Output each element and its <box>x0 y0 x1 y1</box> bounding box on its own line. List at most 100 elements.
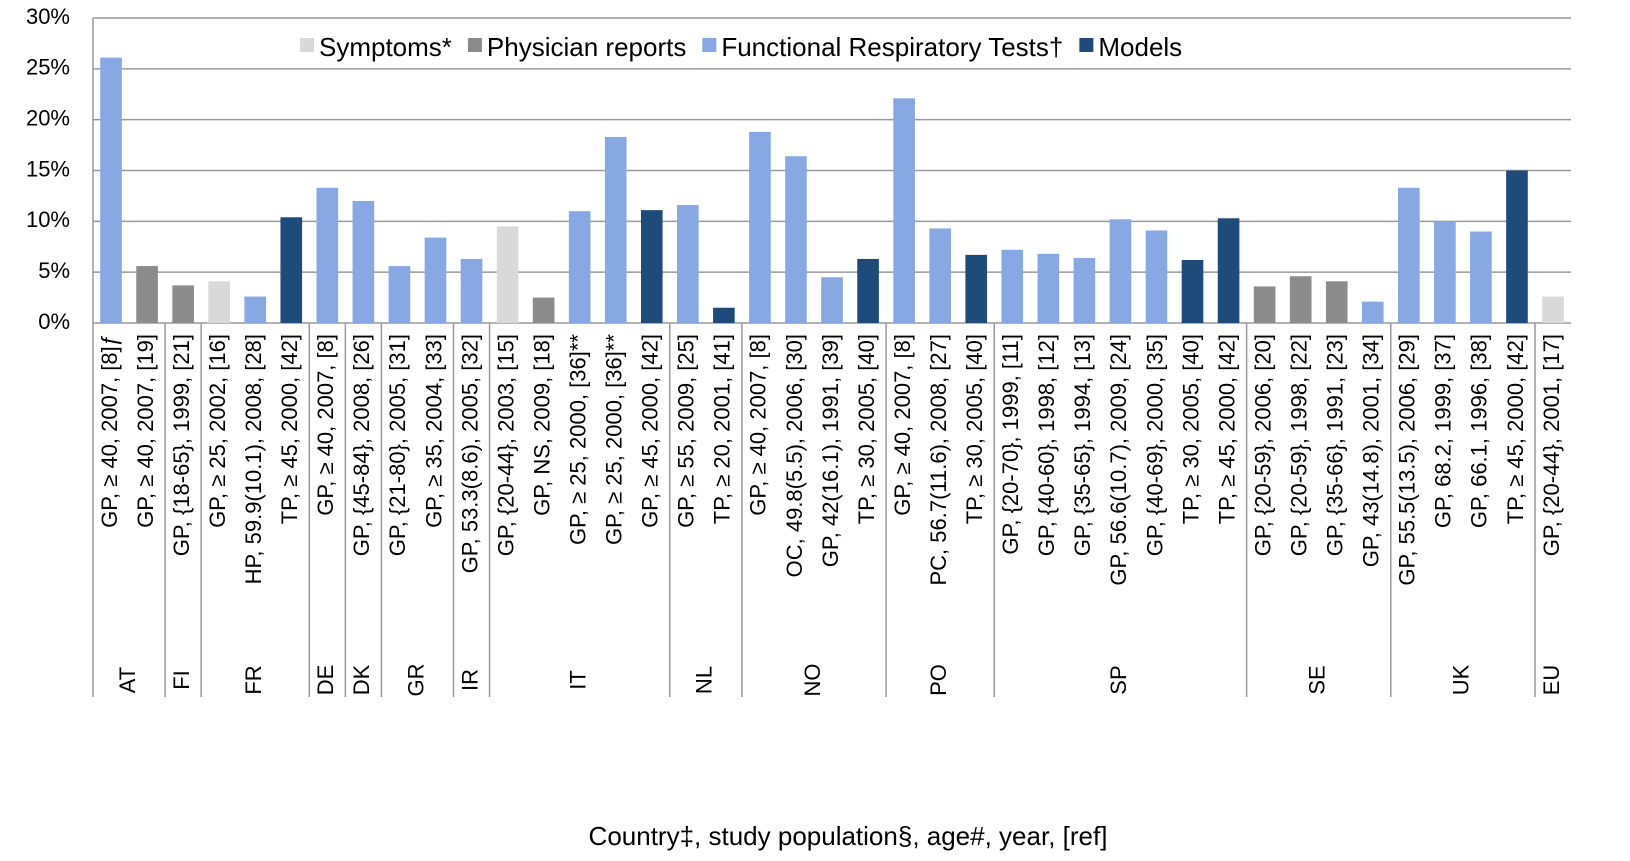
bar <box>1325 281 1348 323</box>
y-tick-label: 25% <box>26 55 70 80</box>
y-tick-label: 20% <box>26 105 70 130</box>
bar <box>821 277 843 323</box>
country-label: FI <box>169 670 194 690</box>
x-tick-label: GP, 55.5(13.5), 2006, [29] <box>1395 334 1420 586</box>
bar <box>1145 230 1168 323</box>
legend-label: Functional Respiratory Tests† <box>721 32 1063 62</box>
bar <box>1253 286 1276 323</box>
legend-swatch <box>1079 38 1094 52</box>
x-tick-label: GP, ≥ 45, 2000, [42] <box>638 334 663 528</box>
bar <box>1289 276 1312 323</box>
country-label: AT <box>115 667 140 693</box>
y-tick-label: 5% <box>38 258 70 283</box>
x-tick-label: GP, ≥ 25, 2000, [36]** <box>602 334 627 545</box>
bar <box>280 217 303 323</box>
x-tick-label: GP, {20-44}, 2003, [15] <box>493 334 518 556</box>
x-tick-label: OC, 49.8(5.5), 2006, [30] <box>782 334 807 577</box>
x-tick-label: GP, {35-65}, 1994, [13] <box>1070 334 1095 556</box>
country-label: IT <box>565 670 590 690</box>
x-tick-label: TP, ≥ 45, 2000, [42] <box>277 334 302 524</box>
country-label: NO <box>800 664 825 697</box>
bar <box>1470 231 1492 323</box>
bar <box>208 281 230 323</box>
bar <box>496 226 519 323</box>
legend-swatch <box>467 38 482 52</box>
x-tick-label: TP, ≥ 45, 2000, [42] <box>1214 334 1239 524</box>
x-tick-label: GP, 43(14.8), 2001, [34] <box>1359 334 1384 567</box>
bar <box>1109 219 1132 323</box>
x-tick-label: GP, 42(16.1), 1991, [39] <box>818 334 843 567</box>
legend-label: Models <box>1098 32 1182 62</box>
x-tick-label: GP, ≥ 25, 2000, [36]** <box>565 334 590 545</box>
bar <box>1217 218 1240 323</box>
bar <box>677 205 699 323</box>
legend-swatch <box>702 38 717 52</box>
legend-label: Physician reports <box>487 32 686 62</box>
country-label: DE <box>313 665 338 696</box>
bar <box>136 266 158 323</box>
bar <box>532 297 555 323</box>
bar <box>893 98 915 323</box>
x-tick-label: GP, 68.2, 1999, [37] <box>1431 334 1456 528</box>
country-label: UK <box>1449 664 1474 695</box>
bar <box>965 254 988 323</box>
bar <box>749 131 771 323</box>
x-tick-label: TP, ≥ 30, 2005, [40] <box>962 334 987 524</box>
country-label: PO <box>926 664 951 696</box>
country-label: NL <box>692 666 717 694</box>
x-tick-label: GP, ≥ 40, 2007, [8] <box>890 334 915 516</box>
x-tick-label: HP, 59.9(10.1), 2008, [28] <box>241 334 266 584</box>
x-tick-label: GP, 66.1, 1996, [38] <box>1467 334 1492 528</box>
bar <box>172 285 194 323</box>
x-tick-label: GP, NS, 2009, [18] <box>529 334 554 516</box>
bar <box>1037 253 1060 323</box>
bar <box>244 296 267 323</box>
x-tick-label: GP, {45-84}, 2008, [26] <box>349 334 374 556</box>
bar <box>568 211 591 323</box>
x-tick-label: GP, ≥ 35, 2004, [33] <box>421 334 446 528</box>
country-label: FR <box>241 665 266 694</box>
country-label: DK <box>349 664 374 695</box>
x-tick-label: PC, 56.7(11.6), 2008, [27] <box>926 334 951 586</box>
x-tick-label: GP, 53.3(8.6), 2005, [32] <box>457 334 482 573</box>
y-tick-label: 30% <box>26 4 70 29</box>
bar <box>460 258 483 323</box>
y-tick-label: 0% <box>38 309 70 334</box>
x-tick-label: GP, {20-70}, 1999, [11] <box>998 334 1023 555</box>
x-tick-label: TP, ≥ 30, 2005, [40] <box>854 334 879 524</box>
bar <box>604 136 627 323</box>
country-label: GR <box>403 664 428 697</box>
bar <box>1542 296 1564 323</box>
bar <box>785 156 807 323</box>
x-tick-label: TP, ≥ 45, 2000, [42] <box>1503 334 1528 524</box>
bar <box>640 210 663 323</box>
bar <box>316 187 339 323</box>
country-label: IR <box>457 669 482 691</box>
bar <box>1181 259 1204 323</box>
x-tick-label: GP, {40-69}, 2000, [35] <box>1142 334 1167 556</box>
bar <box>1506 170 1528 323</box>
x-tick-label: GP, {20-59}, 1998, [22] <box>1286 334 1311 556</box>
x-tick-label: TP, ≥ 30, 2005, [40] <box>1178 334 1203 524</box>
y-tick-label: 10% <box>26 207 70 232</box>
bar <box>713 307 735 323</box>
x-tick-label: GP, {20-44}, 2001, [17] <box>1539 334 1564 556</box>
bar <box>1434 221 1456 323</box>
x-tick-label: GP, ≥ 55, 2009, [25] <box>674 334 699 528</box>
x-tick-label: GP, {40-60}, 1998, [12] <box>1034 334 1059 556</box>
x-tick-label: GP, ≥ 40, 2007, [19] <box>133 334 158 528</box>
x-tick-label: TP, ≥ 20, 2001, [41] <box>710 334 735 524</box>
x-tick-label: GP, ≥ 40, 2007, [8] <box>313 334 338 516</box>
x-tick-label: GP, {35-66}, 1991, [23] <box>1323 334 1348 556</box>
bar <box>388 266 411 323</box>
country-label: SP <box>1106 665 1131 694</box>
country-label: SE <box>1305 665 1330 694</box>
bar <box>1361 301 1384 323</box>
bar <box>1398 187 1420 323</box>
bar <box>1073 257 1096 323</box>
legend-swatch <box>300 38 314 52</box>
bar <box>929 228 951 323</box>
x-tick-label: GP, ≥ 40, 2007, [8]ƒ <box>97 334 122 528</box>
legend-label: Symptoms* <box>319 32 452 62</box>
